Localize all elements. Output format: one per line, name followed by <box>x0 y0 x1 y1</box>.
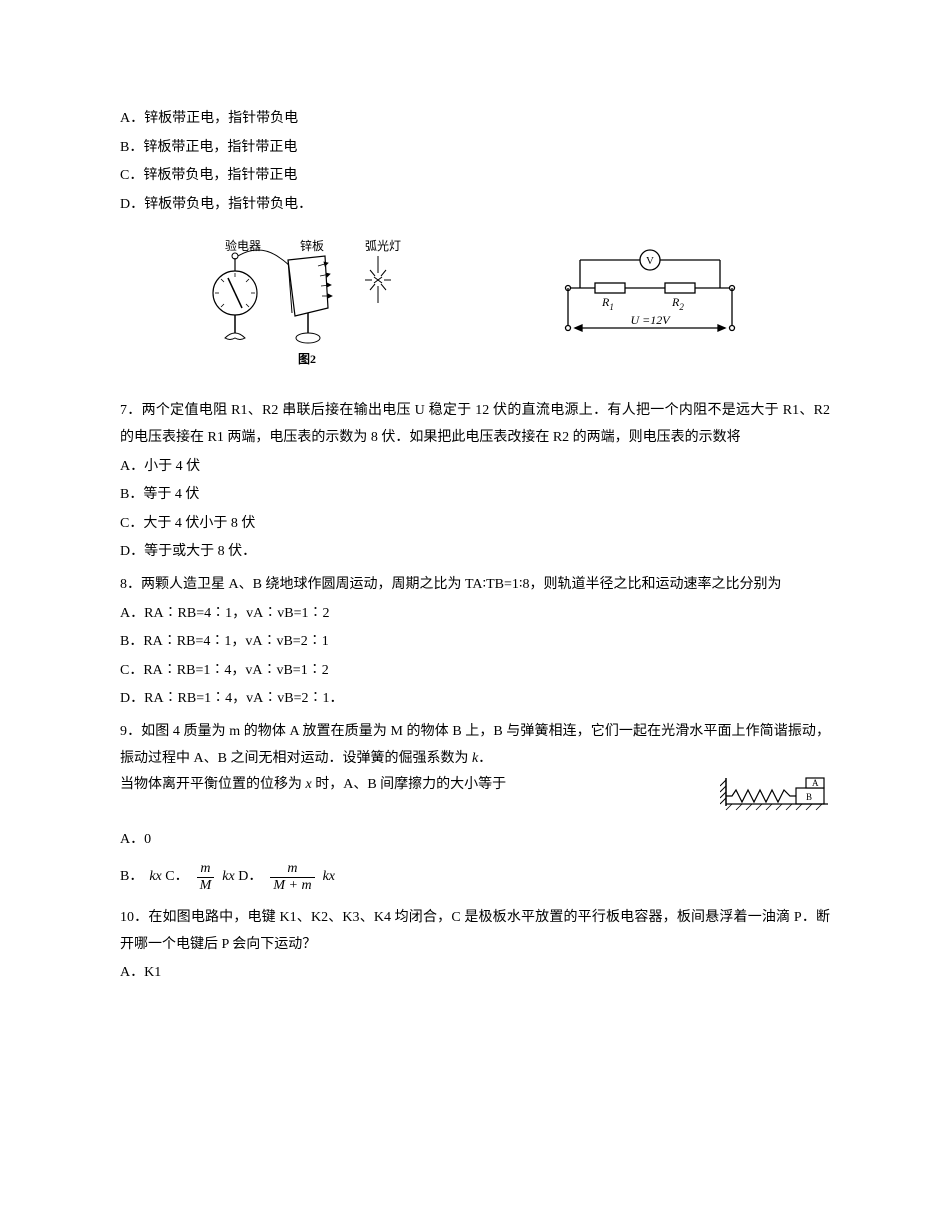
q9: 9．如图 4 质量为 m 的物体 A 放置在质量为 M 的物体 B 上，B 与弹… <box>120 719 830 899</box>
q9-d-num: m <box>270 861 314 877</box>
q9-option-d: D． m M + m kx <box>238 861 335 893</box>
spring-svg: A B <box>720 776 830 814</box>
q9-b-prefix: B． <box>120 864 143 891</box>
figure-4: A B <box>720 776 830 825</box>
q10-text: 10．在如图电路中，电键 K1、K2、K3、K4 均闭合，C 是极板水平放置的平… <box>120 905 830 958</box>
q7-option-b: B．等于 4 伏 <box>120 482 830 509</box>
q9-c-frac: m M <box>197 861 215 893</box>
q6-option-c: C．锌板带负电，指针带正电 <box>120 163 830 190</box>
q8-option-d: D．RA∶RB=1∶4，vA∶vB=2∶1． <box>120 686 830 713</box>
q9-t2: 当物体离开平衡位置的位移为 <box>120 777 302 792</box>
q9-c-prefix: C． <box>165 864 188 891</box>
q7-text: 7．两个定值电阻 R1、R2 串联后接在输出电压 U 稳定于 12 伏的直流电源… <box>120 398 830 451</box>
q9-option-b: B． kx <box>120 864 162 891</box>
q9-fig-a: A <box>812 778 819 788</box>
q9-t3: 时，A、B 间摩擦力的大小等于 <box>315 777 506 792</box>
electroscope-svg: 验电器 锌板 弧光灯 <box>200 238 410 368</box>
q9-x: x <box>306 777 312 792</box>
q8: 8．两颗人造卫星 A、B 绕地球作圆周运动，周期之比为 TA∶TB=1∶8，则轨… <box>120 572 830 713</box>
q9-d-den: M + m <box>270 878 314 893</box>
q7-option-c: C．大于 4 伏小于 8 伏 <box>120 511 830 538</box>
circuit-svg: V R1 R2 U =12V <box>550 248 750 358</box>
q8-option-c: C．RA∶RB=1∶4，vA∶vB=1∶2 <box>120 658 830 685</box>
q7-option-d: D．等于或大于 8 伏． <box>120 539 830 566</box>
q9-c-tail: kx <box>222 864 234 891</box>
q10-option-a: A．K1 <box>120 960 830 987</box>
q10: 10．在如图电路中，电键 K1、K2、K3、K4 均闭合，C 是极板水平放置的平… <box>120 905 830 987</box>
figure-2: 验电器 锌板 弧光灯 <box>200 238 410 368</box>
svg-text:R1: R1 <box>601 295 614 312</box>
circuit-figure: V R1 R2 U =12V <box>550 248 750 358</box>
q9-option-a: A．0 <box>120 827 830 854</box>
figures-row: 验电器 锌板 弧光灯 <box>120 238 830 368</box>
r1-sub: 1 <box>609 302 614 312</box>
q9-d-frac: m M + m <box>270 861 314 893</box>
q9-b-math: kx <box>149 864 161 891</box>
q8-option-b: B．RA∶RB=4∶1，vA∶vB=2∶1 <box>120 629 830 656</box>
label-zinc: 锌板 <box>300 239 324 253</box>
q7-option-a: A．小于 4 伏 <box>120 454 830 481</box>
q8-option-a: A．RA∶RB=4∶1，vA∶vB=1∶2 <box>120 601 830 628</box>
q9-text-line1: 9．如图 4 质量为 m 的物体 A 放置在质量为 M 的物体 B 上，B 与弹… <box>120 719 830 772</box>
voltmeter-v: V <box>646 255 654 267</box>
svg-text:R2: R2 <box>671 295 684 312</box>
label-arc: 弧光灯 <box>365 239 401 253</box>
q6-option-b: B．锌板带正电，指针带正电 <box>120 135 830 162</box>
q9-c-num: m <box>197 861 215 877</box>
q9-k: k <box>472 751 478 766</box>
q9-fig-b: B <box>806 792 812 802</box>
q9-d-tail: kx <box>323 864 335 891</box>
q6-options: A．锌板带正电，指针带负电 B．锌板带正电，指针带正电 C．锌板带负电，指针带正… <box>120 106 830 218</box>
q8-text: 8．两颗人造卫星 A、B 绕地球作圆周运动，周期之比为 TA∶TB=1∶8，则轨… <box>120 572 830 599</box>
q6-option-d: D．锌板带负电，指针带负电． <box>120 192 830 219</box>
label-electroscope: 验电器 <box>225 238 261 253</box>
q9-d-prefix: D． <box>238 864 262 891</box>
q7: 7．两个定值电阻 R1、R2 串联后接在输出电压 U 稳定于 12 伏的直流电源… <box>120 398 830 566</box>
q6-option-a: A．锌板带正电，指针带负电 <box>120 106 830 133</box>
q9-c-den: M <box>197 878 215 893</box>
q9-option-c: C． m M kx <box>165 861 234 893</box>
u-label: U =12V <box>630 313 671 327</box>
fig2-caption: 图2 <box>298 352 316 366</box>
r2-sub: 2 <box>679 302 684 312</box>
